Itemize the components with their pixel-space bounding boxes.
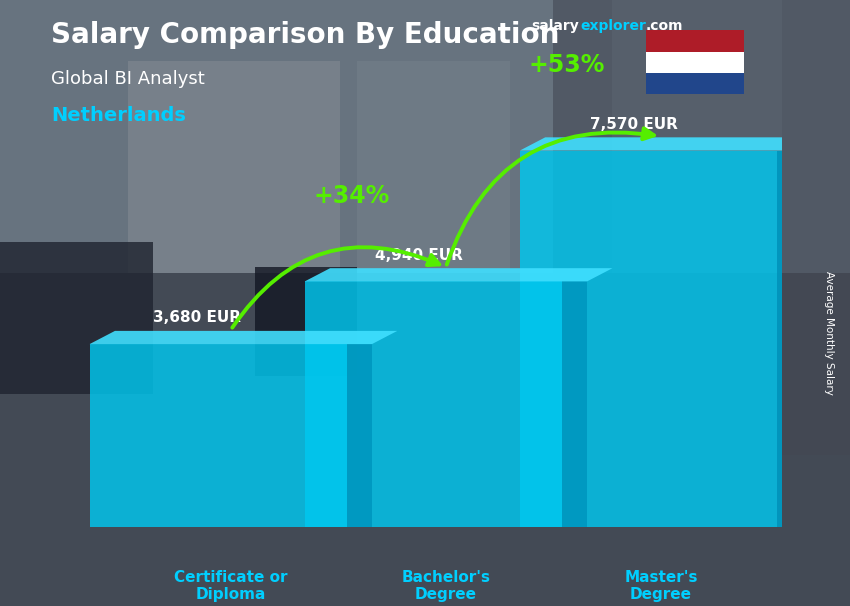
Polygon shape xyxy=(89,331,397,344)
Text: 7,570 EUR: 7,570 EUR xyxy=(590,117,678,132)
Bar xyxy=(89,344,372,527)
Text: .com: .com xyxy=(645,19,683,33)
Polygon shape xyxy=(520,138,828,150)
Text: salary: salary xyxy=(531,19,579,33)
Bar xyxy=(0,273,850,606)
Bar xyxy=(357,61,510,273)
Bar xyxy=(0,242,153,394)
Text: Netherlands: Netherlands xyxy=(51,106,186,125)
Bar xyxy=(255,267,357,376)
Text: Certificate or
Diploma: Certificate or Diploma xyxy=(174,570,287,602)
Polygon shape xyxy=(304,268,613,281)
Bar xyxy=(646,52,744,73)
Text: 3,680 EUR: 3,680 EUR xyxy=(153,310,241,325)
Text: 4,940 EUR: 4,940 EUR xyxy=(375,247,463,262)
Text: Average Monthly Salary: Average Monthly Salary xyxy=(824,271,834,395)
Bar xyxy=(552,0,850,454)
Text: Bachelor's
Degree: Bachelor's Degree xyxy=(401,570,490,602)
Bar xyxy=(562,281,587,527)
Bar xyxy=(777,150,802,527)
Bar xyxy=(0,0,850,273)
Bar xyxy=(646,30,744,52)
Text: +34%: +34% xyxy=(314,184,390,208)
Bar xyxy=(347,344,372,527)
Text: Master's
Degree: Master's Degree xyxy=(624,570,698,602)
Bar xyxy=(128,61,340,273)
Text: explorer: explorer xyxy=(581,19,647,33)
Bar xyxy=(304,281,587,527)
Text: +53%: +53% xyxy=(529,53,605,78)
Text: Salary Comparison By Education: Salary Comparison By Education xyxy=(51,21,559,49)
Text: Global BI Analyst: Global BI Analyst xyxy=(51,70,205,88)
Bar xyxy=(612,0,782,273)
Bar xyxy=(646,73,744,94)
Bar xyxy=(520,150,802,527)
